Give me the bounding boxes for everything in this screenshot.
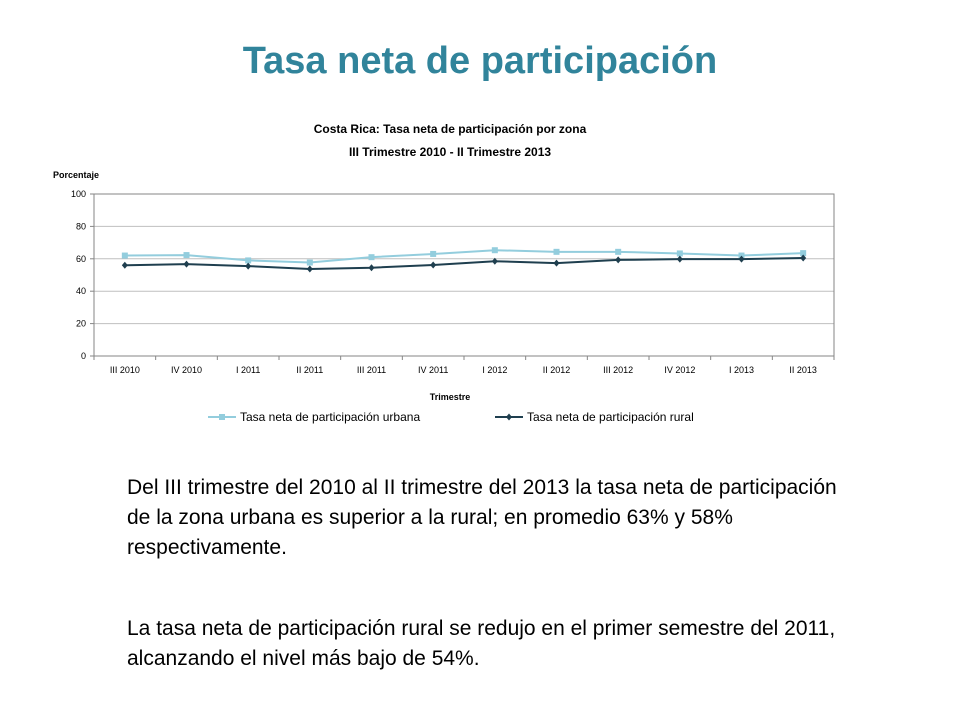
slide-title: Tasa neta de participación: [242, 40, 718, 82]
y-tick-label: 60: [76, 254, 86, 264]
x-tick-label: IV 2011: [418, 365, 448, 375]
data-point: [306, 265, 313, 273]
series-lines: [121, 247, 807, 273]
y-tick-label: 80: [76, 221, 86, 231]
data-point: [676, 250, 683, 257]
paragraph-rural-decline: La tasa neta de participación rural se r…: [127, 614, 847, 674]
data-point: [183, 260, 190, 268]
data-point: [553, 248, 560, 255]
data-point: [615, 256, 622, 264]
x-tick-label: IV 2012: [664, 365, 695, 375]
y-tick-label: 100: [71, 189, 86, 199]
data-point: [121, 261, 128, 269]
data-point: [183, 252, 190, 259]
axes: 0 20 40 60 80 100 III 2010 IV 2010 I 2011 II 2011…: [71, 189, 835, 375]
x-tick-label: IV 2010: [171, 365, 202, 375]
data-point: [430, 261, 437, 269]
chart-title: Costa Rica: Tasa neta de participación p…: [314, 122, 587, 136]
legend-marker: [506, 413, 512, 421]
paragraph-text: Del III trimestre del 2010 al II trimest…: [127, 476, 837, 559]
x-tick-label: III 2012: [603, 365, 633, 375]
y-tick-label: 40: [76, 286, 86, 296]
paragraph-text: La tasa neta de participación rural se r…: [127, 617, 836, 670]
x-tick-label: I 2012: [482, 365, 507, 375]
series-line-0: [124, 249, 804, 264]
x-tick-label: II 2013: [789, 365, 817, 375]
data-point: [738, 255, 745, 263]
data-point: [430, 250, 437, 257]
y-tick-label: 0: [81, 351, 86, 361]
series-line-1: [124, 256, 804, 271]
y-axis-label: Porcentaje: [53, 170, 99, 180]
data-point: [800, 250, 807, 257]
paragraph-urban-vs-rural: Del III trimestre del 2010 al II trimest…: [127, 473, 847, 563]
data-point: [245, 257, 252, 264]
data-point: [245, 262, 252, 270]
data-point: [491, 257, 498, 265]
legend-marker: [219, 414, 225, 420]
chart-subtitle: III Trimestre 2010 - II Trimestre 2013: [349, 145, 551, 159]
x-tick-label: II 2012: [543, 365, 571, 375]
data-point: [491, 247, 498, 254]
x-tick-label: III 2010: [110, 365, 140, 375]
plot-area: [93, 193, 835, 357]
data-point: [738, 252, 745, 259]
data-point: [306, 259, 313, 266]
line-chart: Costa Rica: Tasa neta de participación p…: [50, 108, 910, 440]
x-axis-label: Trimestre: [430, 392, 471, 402]
legend-label: Tasa neta de participación urbana: [240, 410, 420, 424]
x-tick-label: III 2011: [357, 365, 386, 375]
data-point: [553, 259, 560, 267]
chart-svg: Costa Rica: Tasa neta de participación p…: [53, 122, 835, 424]
legend: Tasa neta de participación urbana Tasa ne…: [208, 410, 694, 424]
data-point: [121, 252, 128, 259]
x-tick-label: I 2011: [236, 365, 260, 375]
data-point: [676, 255, 683, 263]
x-tick-label: I 2013: [729, 365, 754, 375]
data-point: [368, 264, 375, 272]
x-tick-label: II 2011: [296, 365, 323, 375]
y-tick-label: 20: [76, 319, 86, 329]
data-point: [368, 254, 375, 261]
data-point: [615, 248, 622, 255]
legend-label: Tasa neta de participación rural: [527, 410, 694, 424]
